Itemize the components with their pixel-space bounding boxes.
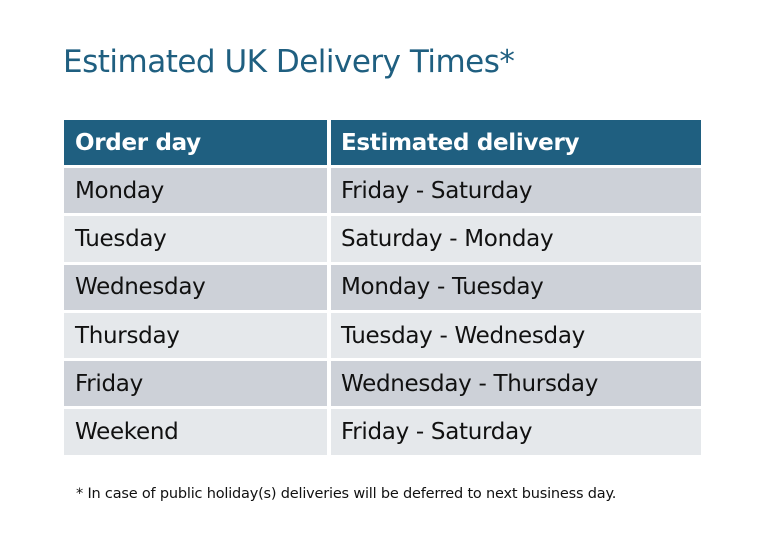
header-order-day: Order day — [64, 120, 327, 165]
delivery-cell: Wednesday - Thursday — [331, 361, 701, 407]
delivery-cell: Saturday - Monday — [331, 216, 701, 262]
delivery-cell: Monday - Tuesday — [331, 264, 701, 310]
page-title: Estimated UK Delivery Times* — [63, 44, 515, 80]
table-row: Monday Friday - Saturday — [64, 168, 701, 214]
order-day-cell: Monday — [64, 168, 327, 214]
header-estimated-delivery: Estimated delivery — [331, 120, 701, 165]
order-day-cell: Tuesday — [64, 216, 327, 262]
footnote: * In case of public holiday(s) deliverie… — [76, 486, 617, 502]
order-day-cell: Thursday — [64, 312, 327, 359]
table-row: Weekend Friday - Saturday — [64, 409, 701, 455]
table-row: Wednesday Monday - Tuesday — [64, 264, 701, 310]
delivery-times-table: Order day Estimated delivery Monday Frid… — [64, 120, 701, 455]
order-day-cell: Friday — [64, 361, 327, 407]
table-header-row: Order day Estimated delivery — [64, 120, 701, 165]
table-row: Tuesday Saturday - Monday — [64, 216, 701, 262]
delivery-cell: Friday - Saturday — [331, 168, 701, 214]
table-row: Thursday Tuesday - Wednesday — [64, 312, 701, 359]
order-day-cell: Weekend — [64, 409, 327, 455]
order-day-cell: Wednesday — [64, 264, 327, 310]
table-row: Friday Wednesday - Thursday — [64, 361, 701, 407]
delivery-cell: Friday - Saturday — [331, 409, 701, 455]
delivery-cell: Tuesday - Wednesday — [331, 312, 701, 359]
